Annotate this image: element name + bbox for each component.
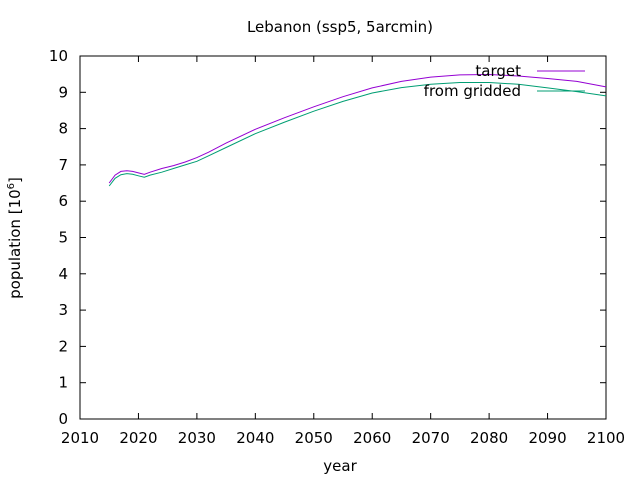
- y-tick-label: 5: [58, 229, 68, 247]
- x-tick-label: 2060: [353, 429, 391, 447]
- legend-label-target: target: [475, 62, 521, 80]
- y-tick-label: 9: [58, 83, 68, 101]
- y-axis-label: population [106]: [6, 177, 24, 299]
- series-lines: [108, 73, 607, 187]
- x-axis-label: year: [323, 457, 357, 475]
- y-tick-label: 0: [58, 410, 68, 428]
- y-axis-ticks: 0 1 2 3 4 5 6 7 8 9 10: [49, 47, 606, 428]
- x-tick-label: 2020: [119, 429, 157, 447]
- y-tick-label: 8: [58, 120, 68, 138]
- x-tick-label: 2090: [528, 429, 566, 447]
- y-tick-label: 10: [49, 47, 68, 65]
- x-tick-label: 2100: [587, 429, 625, 447]
- legend: target from gridded: [424, 62, 585, 100]
- legend-label-from-gridded: from gridded: [424, 82, 521, 100]
- y-axis-label-close: ]: [6, 177, 24, 183]
- chart-title: Lebanon (ssp5, 5arcmin): [247, 18, 433, 36]
- y-axis-label-exponent: 6: [6, 183, 17, 189]
- x-tick-label: 2040: [236, 429, 274, 447]
- y-tick-label: 6: [58, 192, 68, 210]
- x-tick-label: 2010: [61, 429, 99, 447]
- y-tick-label: 7: [58, 156, 68, 174]
- x-tick-label: 2030: [178, 429, 216, 447]
- x-tick-label: 2080: [470, 429, 508, 447]
- series-line-target: [108, 73, 607, 184]
- plot-frame: [79, 55, 607, 420]
- x-tick-label: 2050: [295, 429, 333, 447]
- y-tick-label: 4: [58, 265, 68, 283]
- y-tick-label: 2: [58, 337, 68, 355]
- y-tick-label: 1: [58, 374, 68, 392]
- series-line-from-gridded: [108, 82, 607, 187]
- y-tick-label: 3: [58, 301, 68, 319]
- y-axis-label-main: population [10: [6, 189, 24, 299]
- x-axis-ticks: 2010 2020 2030 2040 2050 2060 2070 2080 2090 2100: [61, 56, 625, 447]
- x-tick-label: 2070: [412, 429, 450, 447]
